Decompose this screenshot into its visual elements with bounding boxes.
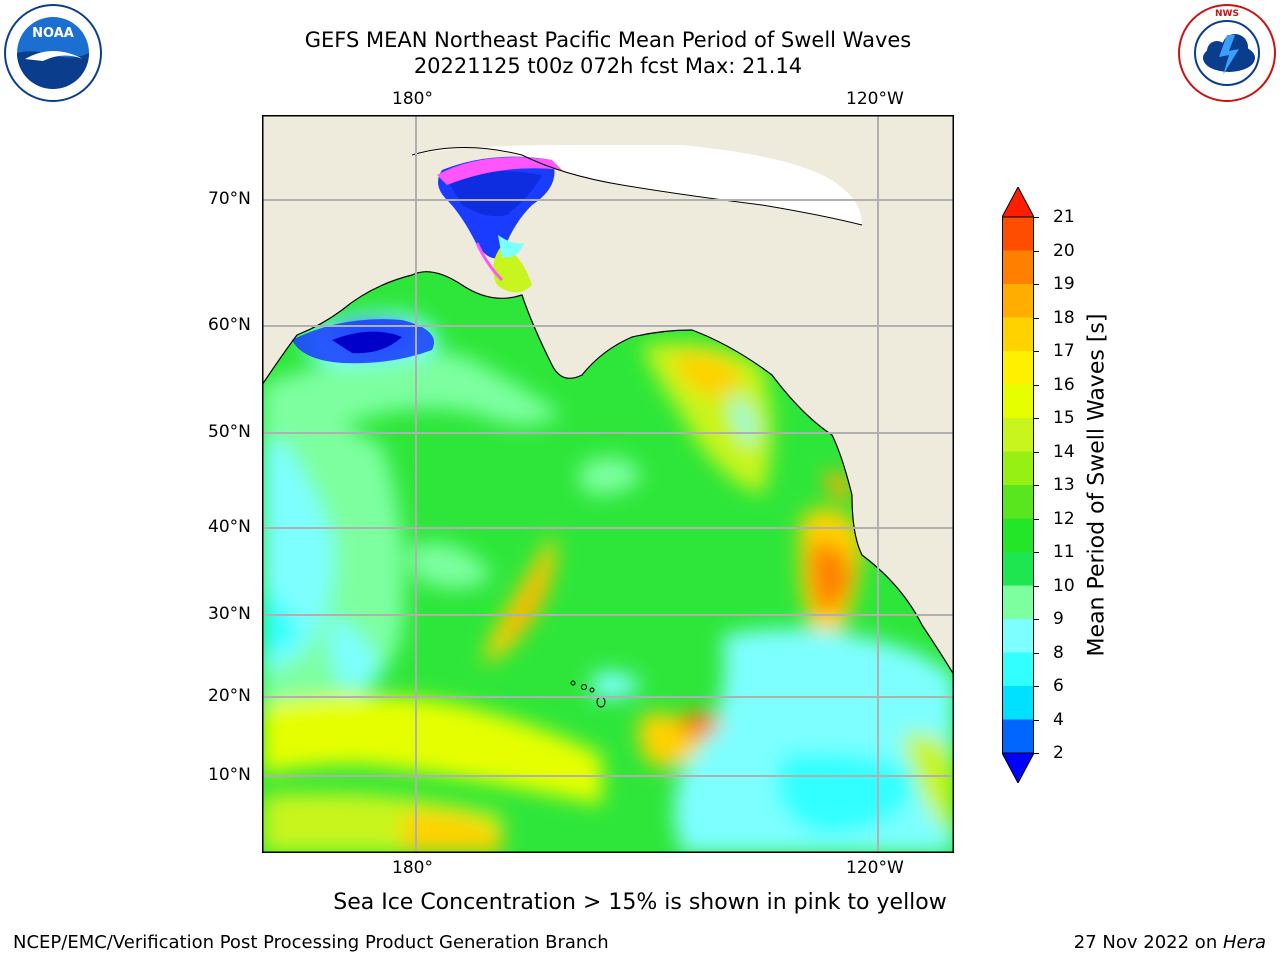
- colorbar-tick-label: 16: [1053, 374, 1075, 395]
- colorbar-outline: [1002, 216, 1034, 754]
- colorbar-tick-mark: [1034, 284, 1039, 285]
- colorbar-bin: [1002, 552, 1034, 586]
- colorbar-bin: [1002, 317, 1034, 352]
- lon-tick-bottom-180: 180°: [392, 858, 433, 878]
- noaa-logo: NOAA: [3, 3, 103, 103]
- colorbar-tick-mark: [1034, 518, 1039, 520]
- footer-date: 27 Nov 2022 on Hera: [1074, 932, 1266, 953]
- colorbar-tick-label: 18: [1053, 307, 1075, 328]
- colorbar-tick-mark: [1034, 619, 1039, 620]
- colorbar-bin: [1002, 585, 1034, 620]
- colorbar-bin: [1002, 686, 1034, 720]
- colorbar-bin: [1002, 351, 1034, 385]
- lat-tick-70n: 70°N: [208, 189, 251, 209]
- colorbar-bin: [1002, 284, 1034, 318]
- lon-tick-bottom-120w: 120°W: [846, 858, 904, 878]
- colorbar-tick-mark: [1034, 552, 1039, 553]
- footer-credit: NCEP/EMC/Verification Post Processing Pr…: [13, 932, 609, 953]
- colorbar: [1002, 187, 1034, 783]
- colorbar-tick-mark: [1034, 753, 1039, 754]
- colorbar-max-arrow: [1002, 187, 1034, 218]
- colorbar-min-arrow: [1002, 752, 1034, 783]
- lat-tick-20n: 20°N: [208, 686, 251, 706]
- colorbar-tick-label: 13: [1053, 475, 1075, 495]
- colorbar-tick-label: 6: [1053, 676, 1064, 696]
- colorbar-tick-mark: [1034, 652, 1039, 654]
- colorbar-tick-mark: [1034, 418, 1039, 419]
- nws-logo: NWS: [1177, 3, 1277, 103]
- colorbar-bin: [1002, 518, 1034, 553]
- colorbar-bin: [1002, 217, 1034, 251]
- colorbar-tick-label: 4: [1053, 709, 1064, 730]
- lat-tick-10n: 10°N: [208, 765, 251, 785]
- map-panel: [262, 115, 954, 853]
- colorbar-ticks: 21 20 19 18 17 16 15 14 13 12 11 10 9 8 6 4 2: [1034, 0, 1090, 960]
- colorbar-tick-mark: [1034, 317, 1039, 319]
- colorbar-tick-label: 21: [1053, 207, 1075, 227]
- colorbar-bin: [1002, 485, 1034, 519]
- sea-ice-caption: Sea Ice Concentration > 15% is shown in …: [333, 890, 947, 915]
- colorbar-tick-label: 9: [1053, 609, 1064, 629]
- colorbar-bin: [1002, 418, 1034, 452]
- lon-tick-top-180: 180°: [392, 89, 433, 109]
- colorbar-tick-mark: [1034, 217, 1039, 218]
- colorbar-tick-label: 8: [1053, 642, 1064, 663]
- colorbar-tick-label: 2: [1053, 743, 1064, 763]
- colorbar-label: Mean Period of Swell Waves [s]: [1084, 313, 1110, 657]
- plot-title: GEFS MEAN Northeast Pacific Mean Period …: [304, 28, 912, 52]
- colorbar-tick-label: 11: [1053, 542, 1075, 562]
- lat-tick-30n: 30°N: [208, 604, 251, 624]
- colorbar-bin: [1002, 250, 1034, 285]
- colorbar-tick-mark: [1034, 719, 1039, 721]
- svg-text:NOAA: NOAA: [32, 26, 74, 41]
- lat-tick-50n: 50°N: [208, 422, 251, 442]
- lon-tick-top-120w: 120°W: [846, 89, 904, 109]
- colorbar-tick-label: 14: [1053, 441, 1075, 462]
- colorbar-bin: [1002, 652, 1034, 687]
- colorbar-tick-mark: [1034, 250, 1039, 252]
- colorbar-tick-label: 15: [1053, 408, 1075, 428]
- colorbar-tick-mark: [1034, 451, 1039, 453]
- colorbar-tick-mark: [1034, 384, 1039, 386]
- colorbar-tick-mark: [1034, 686, 1039, 687]
- colorbar-tick-label: 17: [1053, 341, 1075, 361]
- colorbar-tick-label: 19: [1053, 274, 1075, 294]
- colorbar-bin: [1002, 619, 1034, 653]
- colorbar-tick-label: 10: [1053, 575, 1075, 596]
- colorbar-tick-label: 20: [1053, 240, 1075, 261]
- lat-tick-60n: 60°N: [208, 315, 251, 335]
- svg-text:NWS: NWS: [1215, 9, 1239, 19]
- colorbar-bin: [1002, 451, 1034, 486]
- colorbar-tick-label: 12: [1053, 508, 1075, 529]
- plot-subtitle: 20221125 t00z 072h fcst Max: 21.14: [413, 54, 803, 78]
- footer-date-text: 27 Nov 2022 on: [1073, 932, 1223, 953]
- colorbar-tick-mark: [1034, 351, 1039, 352]
- lat-tick-40n: 40°N: [208, 517, 251, 537]
- colorbar-bin: [1002, 719, 1034, 754]
- colorbar-tick-mark: [1034, 485, 1039, 486]
- colorbar-tick-mark: [1034, 585, 1039, 587]
- footer-host: Hera: [1222, 932, 1266, 953]
- colorbar-bin: [1002, 384, 1034, 419]
